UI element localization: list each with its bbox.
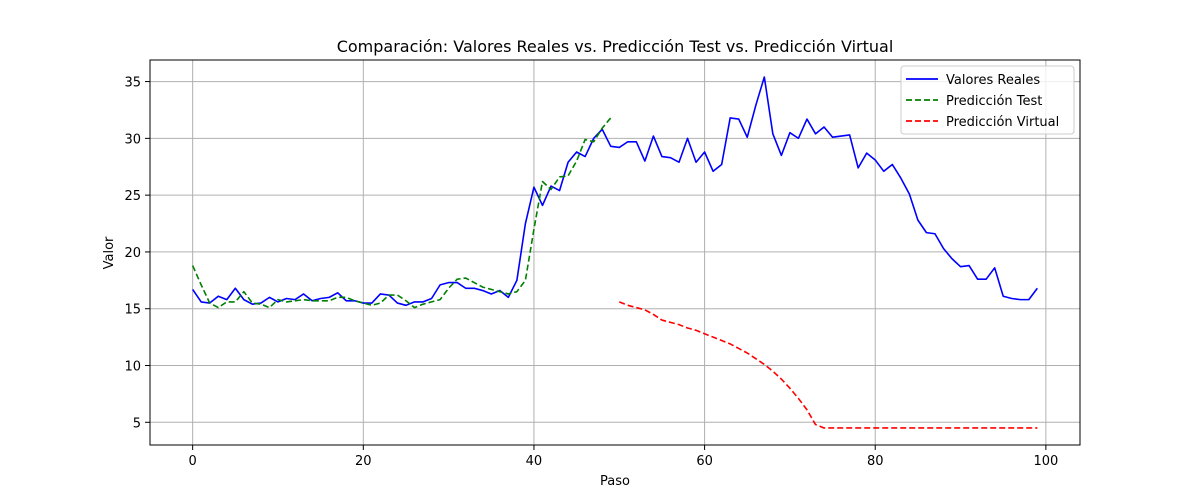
legend-box — [900, 65, 1075, 135]
y-tick-label: 15 — [124, 303, 141, 318]
x-tick-label: 20 — [355, 454, 372, 469]
legend: Valores Reales Predicción Test Predicción … — [900, 65, 1075, 135]
plot-area-frame — [149, 59, 1081, 446]
x-axis-label: Paso — [600, 474, 630, 489]
series-layer — [191, 76, 1038, 429]
y-axis-label: Valor — [102, 236, 117, 269]
legend-entry-label: Predicción Virtual — [946, 115, 1059, 130]
ticks: 0 20 40 60 80 100 5 10 15 20 25 30 35 — [124, 76, 1058, 469]
x-tick-label: 80 — [867, 454, 884, 469]
x-tick-label: 60 — [696, 454, 713, 469]
legend-entry-label: Valores Reales — [946, 73, 1040, 88]
x-tick-label: 40 — [526, 454, 543, 469]
series-line-prediccion-test — [191, 117, 612, 309]
grid — [150, 60, 1080, 445]
y-tick-label: 25 — [124, 189, 141, 204]
y-tick-label: 5 — [133, 416, 141, 431]
x-tick-label: 0 — [189, 454, 197, 469]
y-tick-label: 20 — [124, 246, 141, 261]
series-line-prediccion-virtual — [618, 301, 1038, 429]
y-tick-label: 35 — [124, 76, 141, 91]
series-line-valores-reales — [191, 76, 1038, 307]
x-tick-label: 100 — [1033, 454, 1058, 469]
y-tick-label: 30 — [124, 132, 141, 147]
legend-entry-label: Predicción Test — [946, 94, 1042, 109]
chart-title: Comparación: Valores Reales vs. Predicci… — [337, 37, 894, 56]
y-tick-label: 10 — [124, 360, 141, 375]
